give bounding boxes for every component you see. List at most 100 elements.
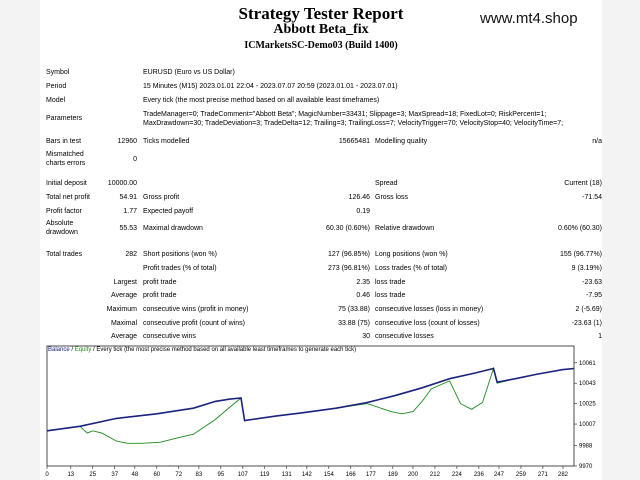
modelling-quality-value: n/a <box>592 138 602 145</box>
legend-description: / Every tick (the most precise method ba… <box>91 347 357 353</box>
maximal-drawdown-value: 60.30 (0.60%) <box>326 225 370 232</box>
model-value: Every tick (the most precise method base… <box>143 97 380 104</box>
x-tick-label: 142 <box>302 472 313 478</box>
legend-balance: Balance <box>48 347 70 353</box>
maximal-label: Maximal <box>110 320 137 327</box>
y-tick-label: 10007 <box>579 422 596 428</box>
ticks-value: 15665481 <box>338 138 370 145</box>
x-tick-label: 107 <box>238 472 249 478</box>
modelling-quality-label: Modelling quality <box>375 138 428 145</box>
x-tick-label: 37 <box>111 472 118 478</box>
x-tick-label: 95 <box>217 472 224 478</box>
avg-consecutive-wins-label: consecutive wins <box>143 333 196 340</box>
gross-profit-value: 126.46 <box>348 194 370 201</box>
x-tick-label: 131 <box>282 472 293 478</box>
largest-label: Largest <box>113 279 137 286</box>
period-value: 15 Minutes (M15) 2023.01.01 22:04 - 2023… <box>143 83 398 90</box>
initial-deposit-label: Initial deposit <box>46 180 87 187</box>
y-tick-label: 10025 <box>579 402 596 408</box>
plot-area <box>46 345 575 467</box>
parameters-label: Parameters <box>46 115 83 122</box>
spread-value: Current (18) <box>564 180 602 187</box>
short-positions-label: Short positions (won %) <box>143 251 217 258</box>
ticks-label: Ticks modelled <box>143 138 190 145</box>
maximal-consecutive-loss-label: consecutive loss (count of losses) <box>375 320 480 327</box>
expected-payoff-label: Expected payoff <box>143 208 194 215</box>
parameters-line-1: TradeManager=0; TradeComment="Abbott Bet… <box>143 111 547 118</box>
x-tick-label: 177 <box>366 472 377 478</box>
balance-line <box>46 367 575 432</box>
net-profit-label: Total net profit <box>46 194 90 201</box>
x-tick-label: 60 <box>153 472 160 478</box>
x-tick-label: 25 <box>89 472 96 478</box>
relative-drawdown-value: 0.60% (60.30) <box>558 225 602 232</box>
x-tick-label: 236 <box>474 472 485 478</box>
x-tick-label: 259 <box>516 472 527 478</box>
x-tick-label: 247 <box>494 472 505 478</box>
average2-label: Average <box>111 333 137 340</box>
balance-equity-chart: 10061 10043 10025 10007 9988 9970 0 13 25 37 48 60 7… <box>45 345 596 478</box>
server-name: ICMarketsSC-Demo03 (Build 1400) <box>244 40 398 51</box>
long-positions-label: Long positions (won %) <box>375 251 448 258</box>
bars-label: Bars in test <box>46 138 82 145</box>
short-positions-value: 127 (96.85%) <box>327 251 370 258</box>
average-loss-label: loss trade <box>375 292 406 299</box>
gross-loss-value: -71.54 <box>582 194 602 201</box>
x-tick-label: 83 <box>196 472 203 478</box>
long-positions-value: 155 (96.77%) <box>559 251 602 258</box>
mismatch-label-2: charts errors <box>46 160 86 167</box>
profit-factor-value: 1.77 <box>123 208 137 215</box>
maximal-drawdown-label: Maximal drawdown <box>143 225 203 232</box>
x-tick-label: 13 <box>67 472 74 478</box>
max-consecutive-losses-value: 2 (-5.69) <box>575 306 602 313</box>
absolute-drawdown-value: 55.53 <box>119 225 137 232</box>
avg-consecutive-wins-value: 30 <box>362 333 370 340</box>
x-tick-label: 282 <box>558 472 569 478</box>
y-tick-label: 9988 <box>579 444 593 450</box>
loss-trades-label: Loss trades (% of total) <box>375 265 447 272</box>
average-profit-value: 0.46 <box>356 292 370 299</box>
max-consecutive-wins-value: 75 (33.88) <box>338 306 370 313</box>
x-tick-label: 166 <box>346 472 357 478</box>
chart-legend: Balance / Equity / Every tick (the most … <box>48 347 356 353</box>
parameters-line-2: MaxDrawdown=30; TradeDeviation=3; TradeD… <box>143 120 564 127</box>
symbol-label: Symbol <box>46 69 70 76</box>
maximum-label: Maximum <box>106 306 137 313</box>
profit-trades-label: Profit trades (% of total) <box>143 265 217 272</box>
largest-profit-label: profit trade <box>143 279 177 286</box>
report-header: Strategy Tester Report Abbott Beta_fix I… <box>40 0 602 60</box>
maximal-consecutive-profit-label: consecutive profit (count of wins) <box>143 320 245 327</box>
total-trades-label: Total trades <box>46 251 83 258</box>
mismatch-value: 0 <box>133 156 137 163</box>
profit-factor-label: Profit factor <box>46 208 82 215</box>
x-tick-label: 189 <box>388 472 399 478</box>
gross-profit-label: Gross profit <box>143 194 180 201</box>
largest-profit-value: 2.35 <box>356 279 370 286</box>
report-subtitle: Abbott Beta_fix <box>273 22 369 37</box>
x-tick-label: 212 <box>430 472 441 478</box>
watermark-link: www.mt4.shop <box>480 10 578 27</box>
y-tick-label: 10061 <box>579 361 596 367</box>
y-tick-label: 10043 <box>579 381 596 387</box>
absolute-drawdown-label-1: Absolute <box>46 220 74 227</box>
legend-equity: Equity <box>74 347 92 353</box>
avg-consecutive-losses-label: consecutive losses <box>375 333 434 340</box>
x-tick-label: 200 <box>408 472 419 478</box>
max-consecutive-wins-label: consecutive wins (profit in money) <box>143 306 249 313</box>
largest-loss-label: loss trade <box>375 279 406 286</box>
maximal-consecutive-loss-value: -23.63 (1) <box>571 320 602 327</box>
average-profit-label: profit trade <box>143 292 177 299</box>
largest-loss-value: -23.63 <box>582 279 602 286</box>
average-loss-value: -7.95 <box>586 292 602 299</box>
net-profit-value: 54.91 <box>119 194 137 201</box>
model-label: Model <box>46 97 66 104</box>
initial-deposit-value: 10000.00 <box>107 180 137 187</box>
x-tick-label: 48 <box>131 472 138 478</box>
x-tick-label: 72 <box>175 472 182 478</box>
x-tick-label: 224 <box>452 472 463 478</box>
spread-label: Spread <box>375 180 398 187</box>
max-consecutive-losses-label: consecutive losses (loss in money) <box>375 306 484 313</box>
symbol-value: EURUSD (Euro vs US Dollar) <box>143 69 235 76</box>
average-label: Average <box>111 292 137 299</box>
avg-consecutive-losses-value: 1 <box>598 333 602 340</box>
